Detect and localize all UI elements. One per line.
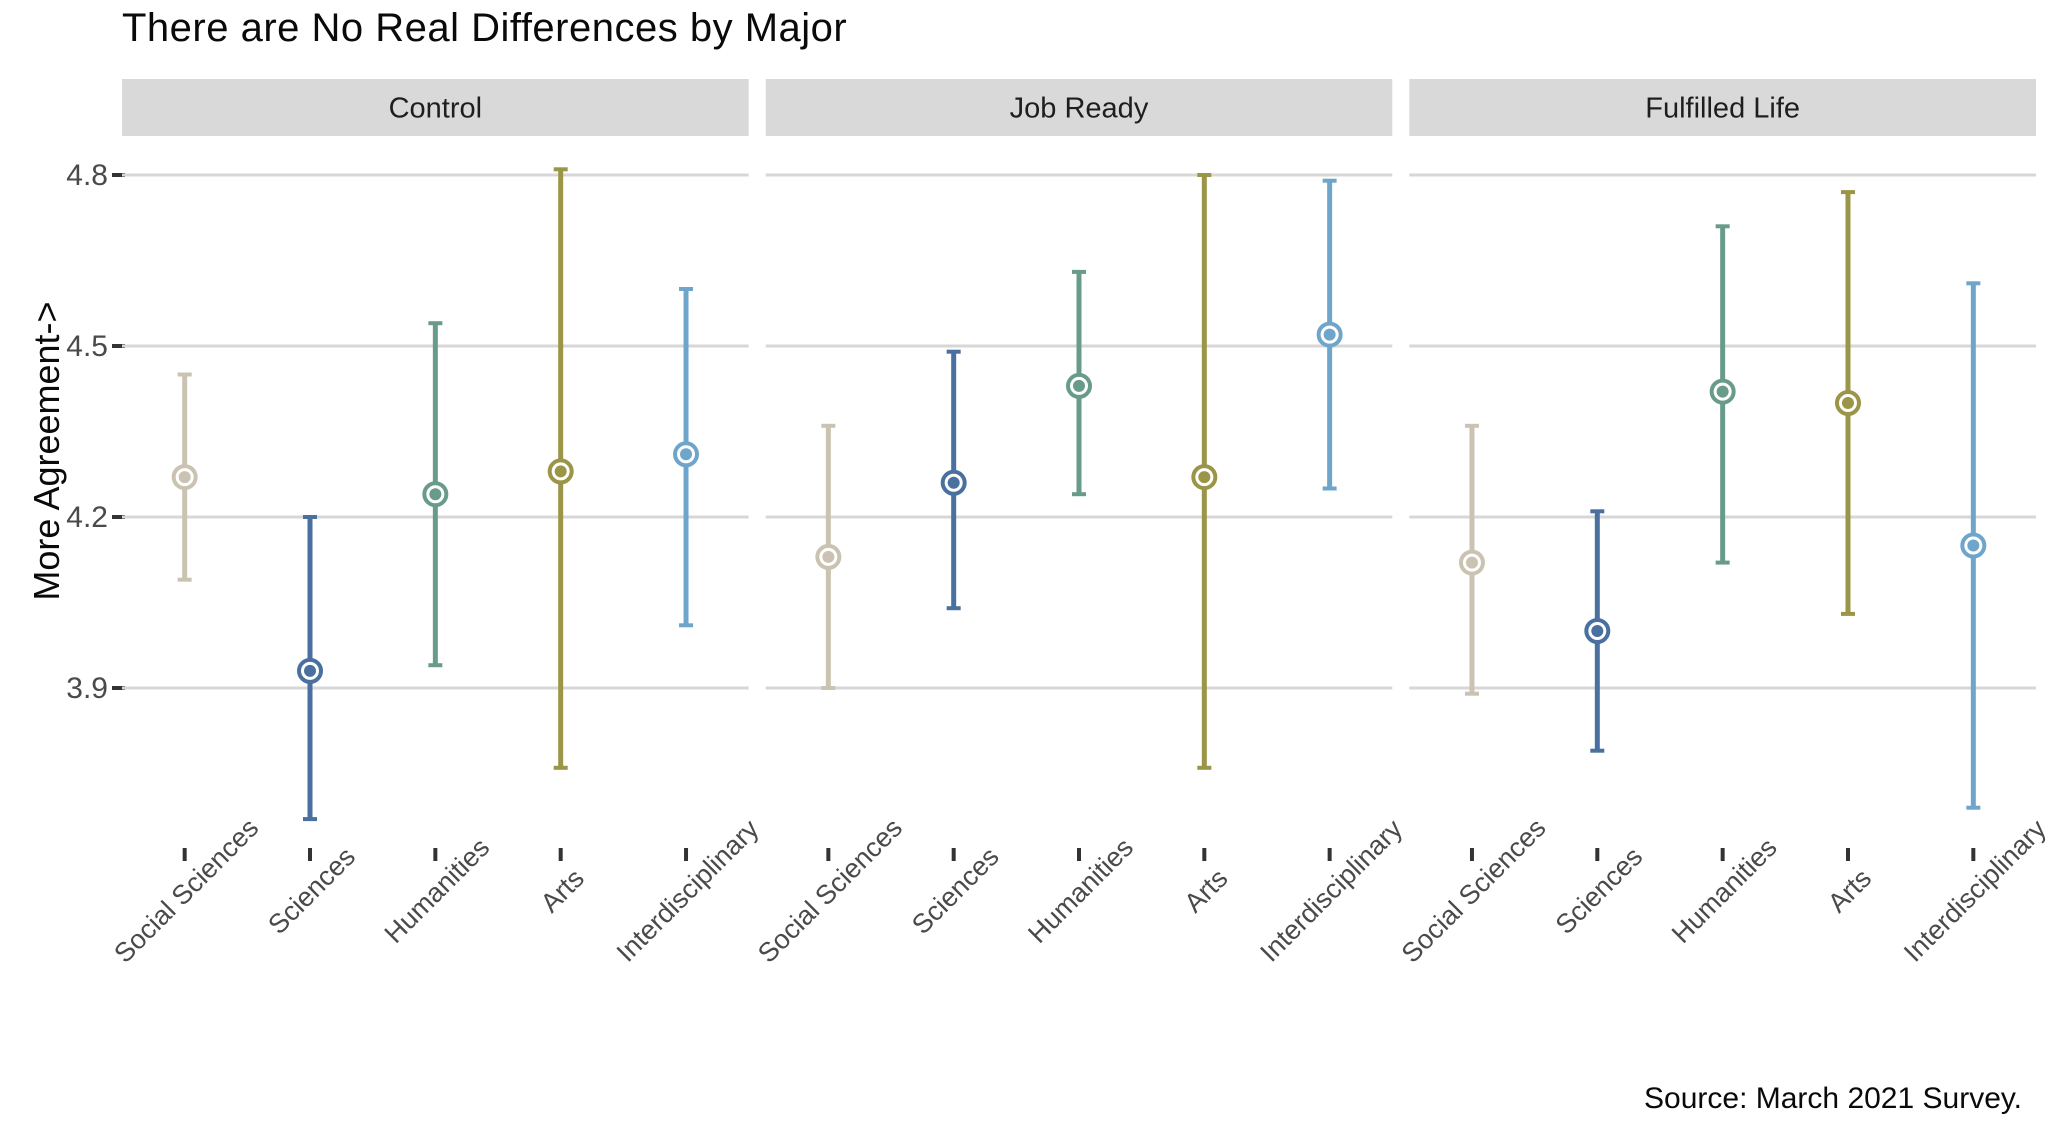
x-tick-label: Interdisciplinary [611, 813, 765, 967]
point-marker-dot [1841, 397, 1854, 409]
point-marker-dot [1198, 471, 1211, 484]
x-tick-label: Social Sciences [752, 813, 908, 969]
y-tick-label: 3.9 [66, 672, 108, 705]
point-marker-dot [1073, 379, 1085, 392]
facet-strip-label: Job Ready [1010, 93, 1149, 125]
x-tick-label: Arts [1178, 863, 1233, 918]
point-marker-dot [1465, 556, 1478, 569]
facet-strip-label: Control [389, 93, 483, 125]
facet-strip-label: Fulfilled Life [1645, 93, 1800, 125]
x-tick-label: Interdisciplinary [1898, 813, 2048, 967]
point-marker-dot [178, 471, 191, 484]
point-marker-dot [947, 476, 960, 489]
chart-title: There are No Real Differences by Major [122, 6, 848, 50]
y-tick-label: 4.2 [66, 501, 108, 534]
point-marker-dot [822, 550, 835, 563]
x-tick-label: Interdisciplinary [1254, 813, 1408, 967]
y-tick-label: 4.8 [66, 159, 108, 192]
x-tick-label: Social Sciences [1396, 813, 1552, 969]
facet-strip [765, 79, 1393, 136]
point-marker-dot [304, 664, 317, 677]
point-marker-dot [554, 465, 567, 478]
point-marker-dot [1591, 625, 1604, 637]
point-marker-dot [1323, 328, 1336, 341]
point-marker-dot [1967, 539, 1980, 552]
facet-strip [1409, 79, 2036, 136]
x-tick-label: Arts [1822, 863, 1877, 918]
x-tick-label: Social Sciences [108, 813, 264, 969]
point-marker-dot [1716, 385, 1729, 398]
point-marker-dot [680, 448, 693, 461]
point-marker-dot [429, 488, 442, 501]
facet-strip [122, 79, 749, 136]
source-note: Source: March 2021 Survey. [1644, 1082, 2022, 1115]
y-tick-label: 4.5 [66, 330, 108, 363]
y-axis-title: More Agreement-> [26, 301, 67, 601]
x-tick-label: Arts [535, 863, 590, 918]
